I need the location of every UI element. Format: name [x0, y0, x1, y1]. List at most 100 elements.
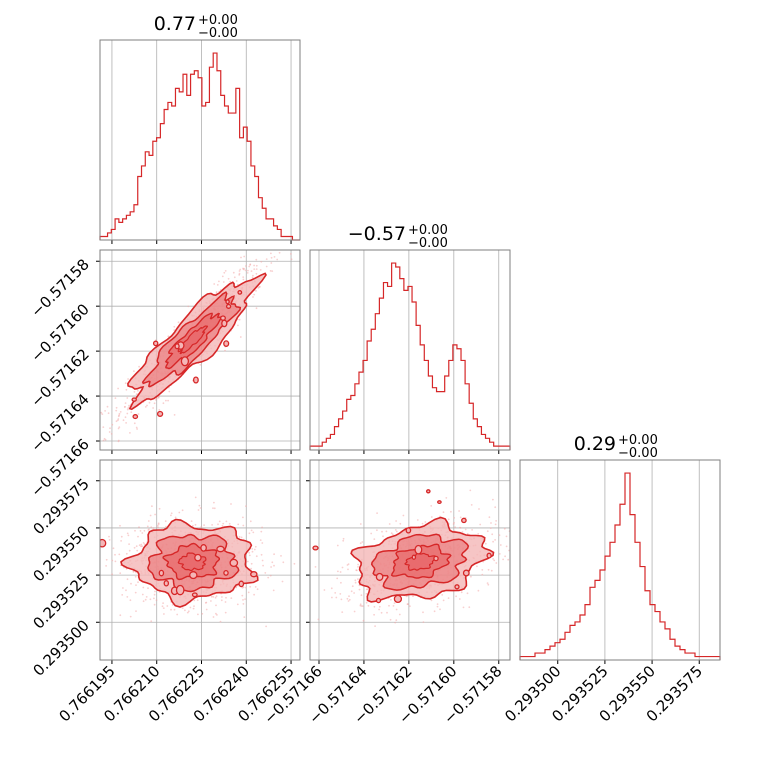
- sample-point: [148, 528, 150, 531]
- sample-point: [147, 587, 149, 590]
- sample-point: [134, 529, 136, 532]
- sample-point: [354, 581, 357, 584]
- sample-point: [232, 271, 235, 274]
- sample-point: [275, 245, 277, 247]
- sample-point: [392, 605, 395, 607]
- sample-point: [278, 251, 281, 254]
- sample-point: [395, 619, 398, 622]
- contour-island: [174, 343, 180, 350]
- sample-point: [459, 516, 462, 519]
- contour-island: [158, 569, 165, 577]
- sample-point: [433, 610, 436, 613]
- sample-point: [239, 336, 242, 338]
- contour-island: [250, 571, 258, 578]
- sample-point: [153, 402, 156, 405]
- sample-point: [492, 540, 494, 543]
- contour-island: [156, 410, 164, 417]
- sample-point: [155, 599, 158, 602]
- sample-point: [302, 581, 304, 583]
- sample-point: [150, 620, 153, 623]
- sample-point: [212, 507, 214, 510]
- sample-point: [290, 253, 292, 255]
- sample-point: [217, 523, 219, 526]
- sample-point: [471, 529, 473, 531]
- pair-panel-0-2: [81, 496, 296, 628]
- sample-point: [492, 558, 494, 560]
- sample-point: [140, 543, 143, 546]
- contour-island: [152, 340, 159, 347]
- sample-point: [124, 402, 127, 404]
- sample-point: [225, 520, 228, 523]
- sample-point: [317, 618, 320, 621]
- sample-point: [280, 555, 282, 557]
- sample-point: [453, 517, 456, 519]
- sample-point: [495, 562, 498, 564]
- sample-point: [486, 530, 489, 533]
- sample-point: [126, 412, 129, 415]
- sample-point: [247, 269, 249, 272]
- sample-point: [220, 599, 223, 602]
- sample-point: [447, 518, 450, 521]
- param-err-plus-1: +0.00: [408, 223, 448, 238]
- sample-point: [314, 566, 317, 568]
- contour-island: [163, 580, 170, 587]
- pair-panel-0-1: [100, 244, 293, 443]
- sample-point: [348, 598, 351, 601]
- sample-point: [242, 278, 245, 281]
- sample-point: [151, 505, 153, 508]
- sample-point: [492, 498, 494, 501]
- sample-point: [81, 556, 83, 558]
- sample-point: [237, 324, 239, 327]
- sample-point: [493, 559, 496, 562]
- sample-point: [341, 566, 344, 569]
- contour-island: [461, 517, 467, 524]
- sample-point: [106, 405, 109, 408]
- sample-point: [197, 509, 200, 511]
- hist-frame-2: [519, 459, 721, 661]
- contour-island: [375, 572, 384, 581]
- sample-point: [125, 552, 128, 555]
- sample-point: [137, 413, 140, 415]
- sample-point: [487, 583, 490, 586]
- sample-point: [389, 618, 392, 621]
- sample-point: [122, 419, 125, 422]
- sample-point: [265, 625, 267, 628]
- sample-point: [452, 523, 455, 525]
- sample-point: [460, 591, 463, 594]
- sample-point: [222, 281, 225, 283]
- sample-point: [260, 553, 263, 556]
- sample-point: [262, 564, 264, 567]
- sample-point: [173, 329, 176, 331]
- sample-point: [156, 524, 159, 527]
- sample-point: [490, 569, 493, 572]
- sample-point: [114, 560, 117, 563]
- sample-point: [342, 539, 345, 542]
- contour-level-3: [177, 325, 209, 355]
- sample-point: [256, 588, 259, 591]
- sample-point: [398, 613, 401, 616]
- sample-point: [504, 555, 506, 558]
- contour-island: [220, 315, 226, 321]
- sample-point: [157, 526, 159, 529]
- sample-point: [261, 559, 264, 562]
- contour-island: [223, 340, 230, 347]
- sample-point: [142, 542, 145, 544]
- sample-point: [255, 290, 257, 292]
- sample-point: [498, 553, 501, 555]
- sample-point: [215, 595, 218, 597]
- sample-point: [412, 595, 414, 598]
- sample-point: [212, 596, 215, 598]
- sample-point: [134, 591, 137, 594]
- sample-point: [468, 606, 471, 609]
- sample-point: [331, 596, 333, 599]
- sample-point: [271, 270, 274, 272]
- sample-point: [155, 397, 158, 400]
- sample-point: [265, 265, 268, 268]
- sample-point: [478, 508, 480, 510]
- sample-point: [101, 413, 104, 415]
- sample-point: [108, 535, 110, 538]
- sample-point: [249, 585, 252, 588]
- sample-point: [498, 534, 501, 537]
- sample-point: [104, 438, 107, 441]
- sample-point: [264, 244, 266, 246]
